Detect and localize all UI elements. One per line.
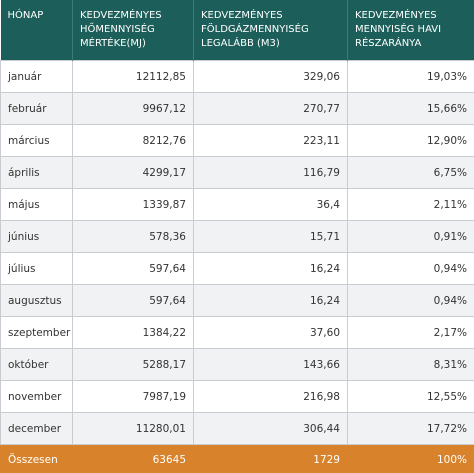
total-cell: 1729 [193, 444, 348, 473]
table-cell: 7987,19 [72, 380, 194, 413]
table-cell: július [0, 252, 73, 285]
table-cell: 15,71 [193, 220, 348, 253]
table-cell: 1384,22 [72, 316, 194, 349]
table-cell: 9967,12 [72, 92, 194, 125]
header-line: RÉSZARÁNYA [355, 38, 422, 49]
table-cell: 1339,87 [72, 188, 194, 221]
table-cell: 597,64 [72, 252, 194, 285]
table-row: augusztus 597,64 16,24 0,94% [0, 284, 474, 317]
table-body: január 12112,85 329,06 19,03% február 9967,12… [0, 60, 474, 473]
header-line: KEDVEZMÉNYES [355, 10, 437, 21]
total-cell: 100% [347, 444, 474, 473]
table-cell: 8,31% [347, 348, 474, 381]
header-line: KEDVEZMÉNYES [80, 10, 162, 21]
table-cell: 0,94% [347, 252, 474, 285]
header-cell: KEDVEZMÉNYES MENNYISÉG HAVI RÉSZARÁNYA [347, 0, 474, 61]
header-line: MENNYISÉG HAVI [355, 24, 442, 35]
table-cell: december [0, 412, 73, 445]
header-line: HÓNAP [7, 10, 44, 21]
table-cell: 19,03% [347, 60, 474, 93]
table-row: december 11280,01 306,44 17,72% [0, 412, 474, 445]
table-cell: 2,11% [347, 188, 474, 221]
table-cell: 6,75% [347, 156, 474, 189]
header-line: MÉRTÉKE(MJ) [80, 38, 146, 49]
header-cell: KEDVEZMÉNYES FÖLDGÁZMENNYISÉG LEGALÁBB (M3… [193, 0, 348, 61]
table-cell: 12,90% [347, 124, 474, 157]
table-row: július 597,64 16,24 0,94% [0, 252, 474, 285]
table-cell: 116,79 [193, 156, 348, 189]
table-row: május 1339,87 36,4 2,11% [0, 188, 474, 221]
table-cell: 5288,17 [72, 348, 194, 381]
table-cell: 12112,85 [72, 60, 194, 93]
table-cell: június [0, 220, 73, 253]
table-row: október 5288,17 143,66 8,31% [0, 348, 474, 381]
table-cell: 8212,76 [72, 124, 194, 157]
table-cell: 306,44 [193, 412, 348, 445]
header-line: FÖLDGÁZMENNYISÉG [201, 24, 309, 35]
total-cell: Összesen [0, 444, 73, 473]
table-cell: 16,24 [193, 252, 348, 285]
table-row: január 12112,85 329,06 19,03% [0, 60, 474, 93]
header-row: HÓNAP KEDVEZMÉNYES HŐMENNYISÉG MÉRTÉKE(MJ) K… [0, 0, 474, 61]
table-cell: október [0, 348, 73, 381]
table-cell: 270,77 [193, 92, 348, 125]
table-cell: 0,94% [347, 284, 474, 317]
table-row: június 578,36 15,71 0,91% [0, 220, 474, 253]
table-cell: 16,24 [193, 284, 348, 317]
table-cell: 223,11 [193, 124, 348, 157]
table-cell: 597,64 [72, 284, 194, 317]
table-cell: 143,66 [193, 348, 348, 381]
table-cell: 17,72% [347, 412, 474, 445]
table-cell: 0,91% [347, 220, 474, 253]
header-line: HŐMENNYISÉG [80, 24, 155, 35]
header-line: LEGALÁBB (M3) [201, 38, 280, 49]
table-row: április 4299,17 116,79 6,75% [0, 156, 474, 189]
table-cell: 37,60 [193, 316, 348, 349]
table-cell: január [0, 60, 73, 93]
table-cell: augusztus [0, 284, 73, 317]
table-cell: 11280,01 [72, 412, 194, 445]
table-cell: 4299,17 [72, 156, 194, 189]
table-cell: május [0, 188, 73, 221]
table-cell: 216,98 [193, 380, 348, 413]
table-cell: február [0, 92, 73, 125]
table-row: február 9967,12 270,77 15,66% [0, 92, 474, 125]
table-cell: 578,36 [72, 220, 194, 253]
table-cell: 2,17% [347, 316, 474, 349]
table-row: szeptember 1384,22 37,60 2,17% [0, 316, 474, 349]
header-cell: HÓNAP [0, 0, 73, 61]
table-row: március 8212,76 223,11 12,90% [0, 124, 474, 157]
table-cell: 329,06 [193, 60, 348, 93]
table-cell: 36,4 [193, 188, 348, 221]
table-cell: március [0, 124, 73, 157]
table-cell: 15,66% [347, 92, 474, 125]
table-row: november 7987,19 216,98 12,55% [0, 380, 474, 413]
total-row: Összesen 63645 1729 100% [0, 444, 474, 473]
table-cell: november [0, 380, 73, 413]
header-cell: KEDVEZMÉNYES HŐMENNYISÉG MÉRTÉKE(MJ) [72, 0, 194, 61]
table-cell: szeptember [0, 316, 73, 349]
total-cell: 63645 [72, 444, 194, 473]
table-cell: április [0, 156, 73, 189]
header-line: KEDVEZMÉNYES [201, 10, 283, 21]
table-cell: 12,55% [347, 380, 474, 413]
